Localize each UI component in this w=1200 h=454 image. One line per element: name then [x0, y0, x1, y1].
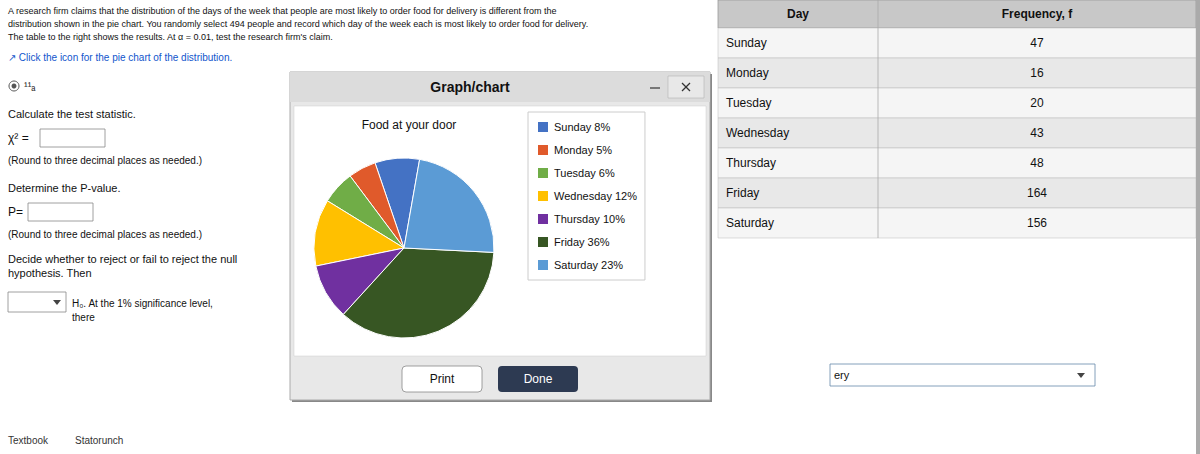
svg-text:47: 47 [1030, 36, 1044, 50]
svg-text:Monday: Monday [726, 66, 769, 80]
svg-text:Monday 5%: Monday 5% [554, 144, 612, 156]
svg-text:Saturday 23%: Saturday 23% [554, 259, 623, 271]
svg-text:Determine the P-value.: Determine the P-value. [8, 182, 121, 194]
svg-text:16: 16 [1030, 66, 1044, 80]
svg-text:Decide whether to reject or fa: Decide whether to reject or fail to reje… [8, 253, 240, 265]
svg-text:A research firm claims that th: A research firm claims that the distribu… [8, 6, 557, 16]
svg-text:Tuesday: Tuesday [726, 96, 772, 110]
svg-text:Saturday: Saturday [726, 216, 774, 230]
svg-text:Frequency, f: Frequency, f [1002, 7, 1073, 21]
svg-text:Graph/chart: Graph/chart [430, 79, 510, 95]
svg-text:Sunday: Sunday [726, 36, 767, 50]
svg-text:Friday: Friday [726, 186, 759, 200]
svg-text:Statorunch: Statorunch [75, 435, 123, 446]
svg-text:The table to the right shows t: The table to the right shows the results… [8, 32, 333, 42]
svg-text:(Round to three decimal places: (Round to three decimal places as needed… [8, 155, 202, 166]
svg-text:Thursday: Thursday [726, 156, 776, 170]
svg-text:hypothesis. Then: hypothesis. Then [8, 267, 92, 279]
svg-text:Done: Done [524, 372, 553, 386]
svg-text:(Round to three decimal places: (Round to three decimal places as needed… [8, 229, 202, 240]
svg-text:H₀. At the 1% significance lev: H₀. At the 1% significance level, [72, 298, 216, 309]
svg-text:Thursday 10%: Thursday 10% [554, 213, 625, 225]
svg-text:P=: P= [8, 205, 23, 219]
svg-text:48: 48 [1030, 156, 1044, 170]
svg-text:Sunday 8%: Sunday 8% [554, 121, 610, 133]
svg-text:Food at your door: Food at your door [362, 118, 457, 132]
svg-text:Tuesday 6%: Tuesday 6% [554, 167, 615, 179]
svg-text:Print: Print [430, 372, 455, 386]
svg-text:164: 164 [1027, 186, 1047, 200]
svg-text:Day: Day [787, 7, 809, 21]
svg-text:Friday 36%: Friday 36% [554, 236, 610, 248]
svg-text:↗ Click the icon for the pie c: ↗ Click the icon for the pie chart of th… [8, 52, 232, 63]
svg-text:ery: ery [834, 369, 850, 381]
svg-text:43: 43 [1030, 126, 1044, 140]
svg-text:¹¹ₐ: ¹¹ₐ [24, 80, 36, 92]
svg-text:Calculate the test statistic.: Calculate the test statistic. [8, 108, 136, 120]
svg-text:Wednesday 12%: Wednesday 12% [554, 190, 637, 202]
svg-text:Textbook: Textbook [8, 435, 49, 446]
svg-text:distribution shown in the pie: distribution shown in the pie chart. You… [8, 19, 588, 29]
svg-text:Wednesday: Wednesday [726, 126, 789, 140]
svg-text:156: 156 [1027, 216, 1047, 230]
svg-text:there: there [72, 312, 95, 323]
svg-text:20: 20 [1030, 96, 1044, 110]
svg-text:χ² =: χ² = [8, 131, 29, 145]
